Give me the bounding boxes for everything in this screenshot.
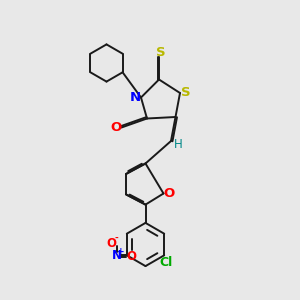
Text: -: - — [114, 234, 118, 243]
Text: O: O — [106, 237, 116, 250]
Text: O: O — [164, 187, 175, 200]
Text: +: + — [117, 247, 124, 256]
Text: N: N — [130, 91, 141, 104]
Text: N: N — [112, 249, 122, 262]
Text: S: S — [156, 46, 165, 59]
Text: S: S — [181, 86, 190, 100]
Text: O: O — [126, 250, 136, 263]
Text: O: O — [110, 121, 122, 134]
Text: Cl: Cl — [159, 256, 172, 269]
Text: H: H — [174, 137, 183, 151]
